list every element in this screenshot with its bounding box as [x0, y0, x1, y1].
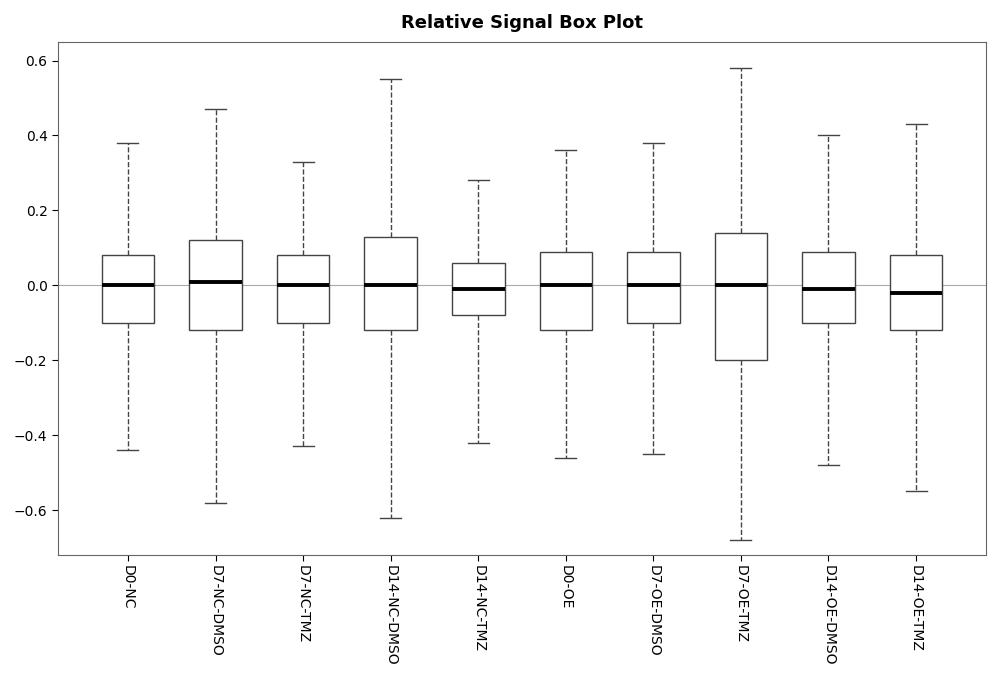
- Bar: [715, 233, 767, 360]
- Bar: [277, 255, 329, 323]
- Bar: [890, 255, 942, 330]
- Title: Relative Signal Box Plot: Relative Signal Box Plot: [401, 14, 643, 32]
- Bar: [364, 237, 417, 330]
- Bar: [452, 263, 505, 316]
- Bar: [627, 252, 680, 323]
- Bar: [540, 252, 592, 330]
- Bar: [802, 252, 855, 323]
- Bar: [189, 240, 242, 330]
- Bar: [102, 255, 154, 323]
